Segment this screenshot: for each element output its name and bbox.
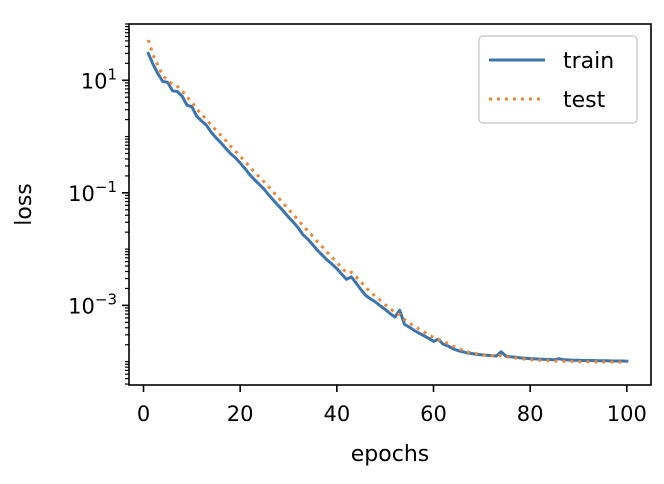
x-axis-label: epochs	[351, 442, 429, 467]
legend: train test	[478, 35, 638, 124]
series-line-test	[146, 39, 627, 364]
x-tick-label: 60	[420, 402, 447, 426]
axes-layer: 0 20 40 60 80 100 101 10−1 10−3 epochs loss	[12, 23, 652, 467]
x-tick-label: 20	[227, 402, 254, 426]
y-tick-label: 101	[81, 65, 117, 93]
x-tick-label: 0	[137, 402, 150, 426]
legend-label-test: test	[563, 88, 606, 113]
y-tick-label: 10−1	[68, 178, 117, 206]
x-tick-label: 100	[607, 402, 647, 426]
series-layer	[146, 39, 629, 364]
y-axis-label: loss	[12, 183, 37, 226]
x-tick-label: 40	[323, 402, 350, 426]
legend-label-train: train	[563, 49, 614, 74]
x-tick-label: 80	[517, 402, 544, 426]
legend-frame	[478, 35, 638, 124]
plot-frame	[128, 23, 652, 386]
y-tick-label: 10−3	[68, 290, 117, 318]
